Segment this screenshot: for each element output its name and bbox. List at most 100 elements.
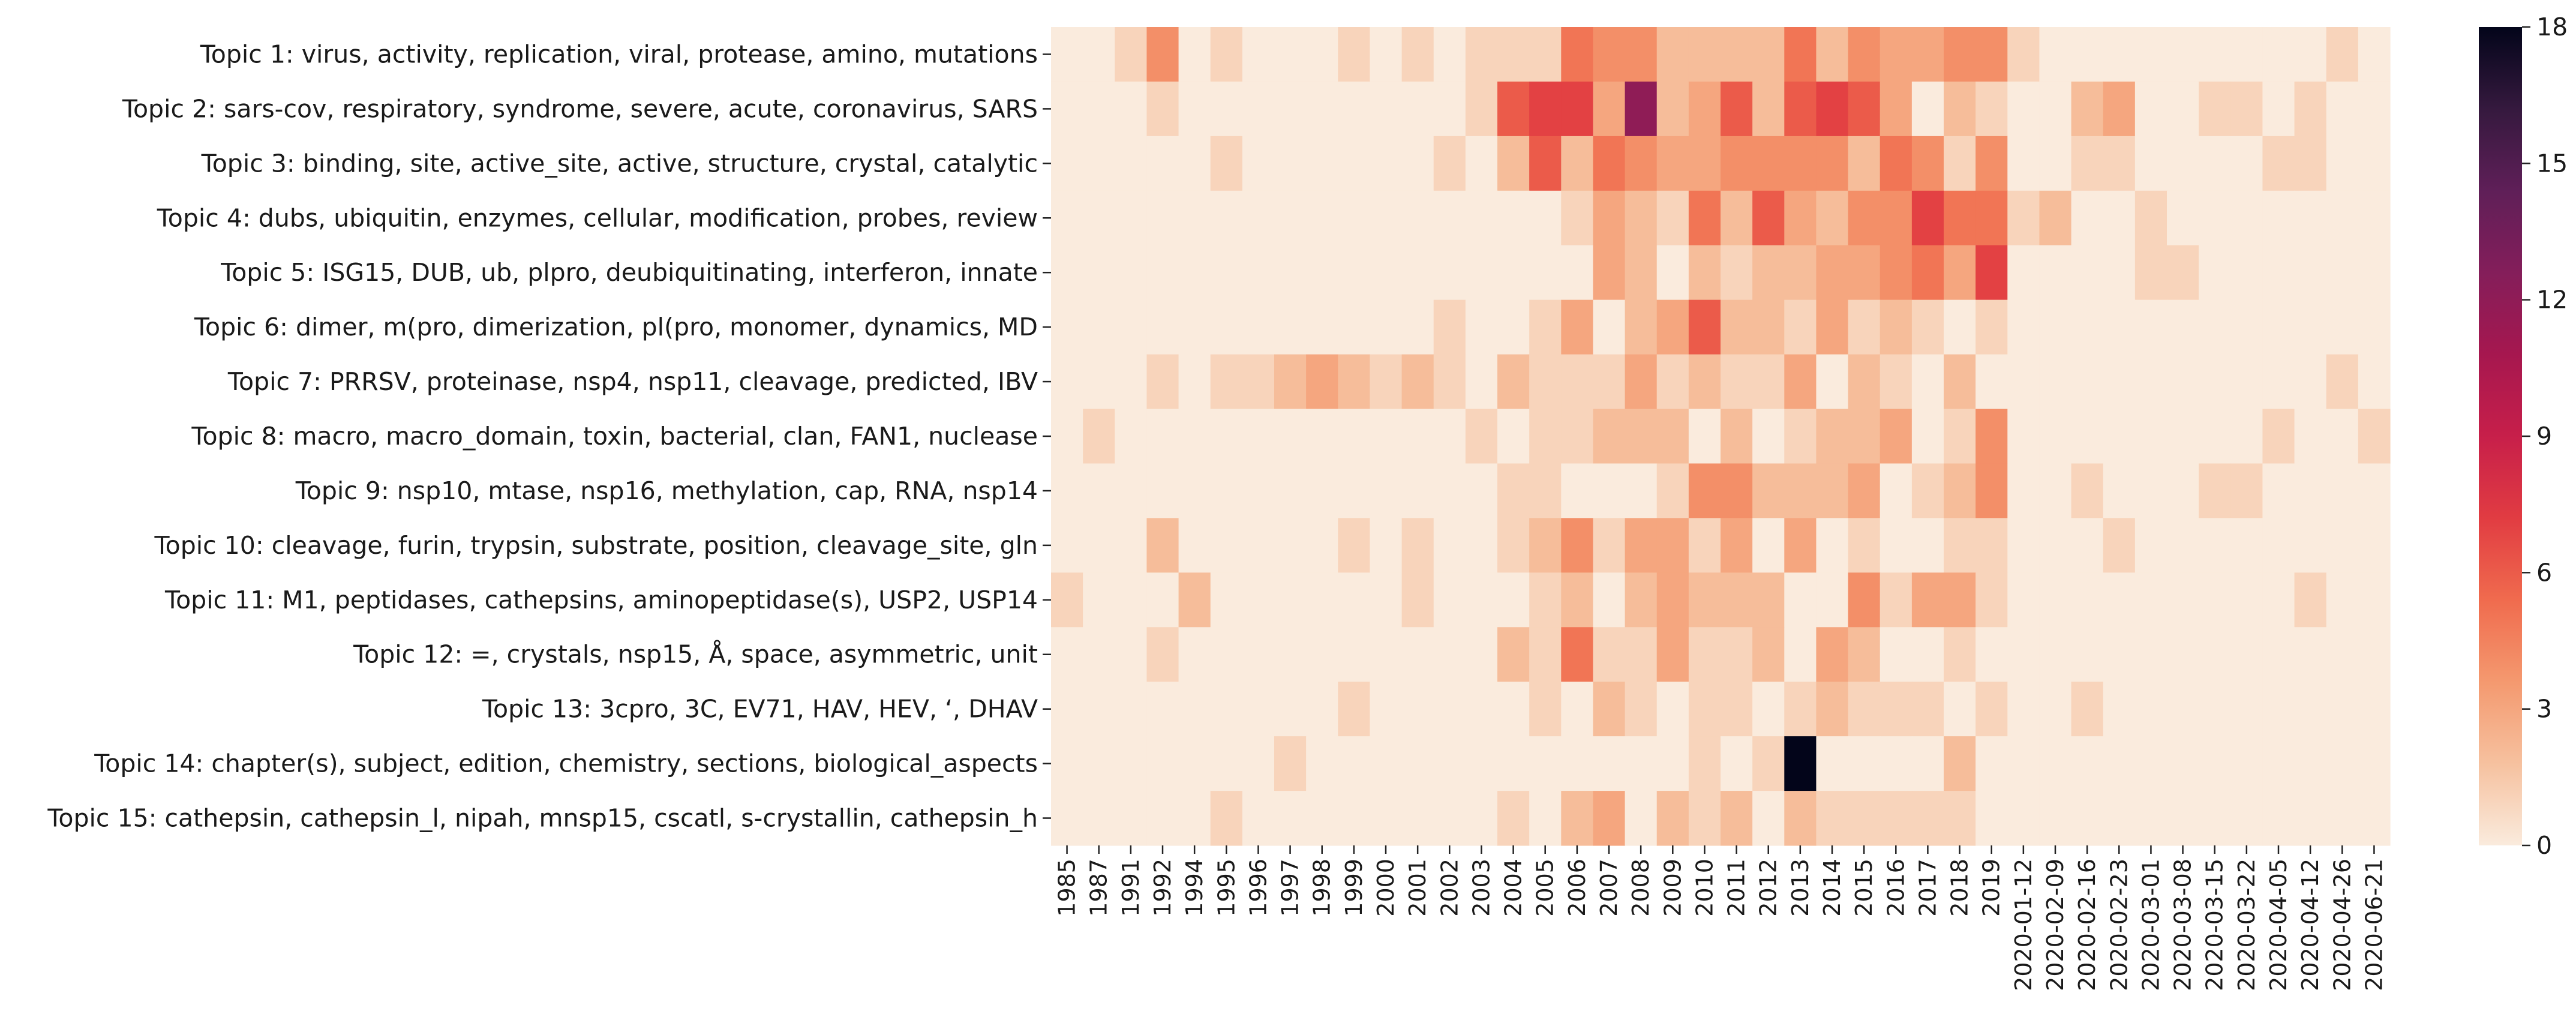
heatmap-cell xyxy=(1242,81,1275,137)
heatmap-cell xyxy=(1721,136,1753,191)
heatmap-cell xyxy=(1210,791,1243,846)
column-label: 1998 xyxy=(1309,859,1335,917)
heatmap-cell xyxy=(1401,409,1434,464)
heatmap-cell xyxy=(1625,245,1658,301)
heatmap-cell xyxy=(1146,572,1179,628)
column-label: 2020-04-05 xyxy=(2265,859,2292,991)
heatmap-cell xyxy=(2007,682,2040,737)
heatmap-cell xyxy=(1497,518,1530,573)
heatmap-cell xyxy=(1178,791,1211,846)
heatmap-cell xyxy=(2294,463,2327,518)
heatmap-cell xyxy=(1975,518,2008,573)
heatmap-cell xyxy=(1401,354,1434,410)
heatmap-cell xyxy=(2358,682,2391,737)
heatmap-cell xyxy=(2230,190,2263,246)
heatmap-cell xyxy=(1083,245,1115,301)
heatmap-cell xyxy=(1274,791,1307,846)
heatmap-cell xyxy=(1210,409,1243,464)
heatmap-cell xyxy=(2134,627,2167,682)
heatmap-cell xyxy=(1401,518,1434,573)
heatmap-cell xyxy=(1816,682,1849,737)
heatmap-cell xyxy=(2262,572,2295,628)
heatmap-cell xyxy=(1274,627,1307,682)
heatmap-cell xyxy=(1242,354,1275,410)
heatmap-cell xyxy=(2358,791,2391,846)
heatmap-cell xyxy=(1625,27,1658,82)
heatmap-cell xyxy=(1210,81,1243,137)
heatmap-cell xyxy=(1146,81,1179,137)
heatmap-cell xyxy=(1210,354,1243,410)
heatmap-cell xyxy=(1433,791,1466,846)
column-label: 1985 xyxy=(1054,859,1080,917)
heatmap-cell xyxy=(1338,409,1371,464)
heatmap-cell xyxy=(1593,518,1626,573)
heatmap-cell xyxy=(1242,627,1275,682)
heatmap-cell xyxy=(1465,682,1498,737)
heatmap-cell xyxy=(2071,627,2104,682)
heatmap-cell xyxy=(1784,354,1817,410)
heatmap-cell xyxy=(2262,27,2295,82)
heatmap-cell xyxy=(2039,572,2072,628)
heatmap-cell xyxy=(1210,463,1243,518)
heatmap-cell xyxy=(2167,27,2199,82)
heatmap-cell xyxy=(1529,627,1562,682)
heatmap-cell xyxy=(1465,518,1498,573)
heatmap-cell xyxy=(1497,791,1530,846)
heatmap-cell xyxy=(1306,136,1338,191)
heatmap-cell xyxy=(2230,572,2263,628)
colorbar-tick-label: 9 xyxy=(2536,422,2552,451)
heatmap-cell xyxy=(1401,190,1434,246)
heatmap-cell xyxy=(1051,299,1083,355)
heatmap-cell xyxy=(2262,190,2295,246)
heatmap-cell xyxy=(1561,682,1594,737)
heatmap-cell xyxy=(1242,682,1275,737)
heatmap-cell xyxy=(1944,736,1976,791)
heatmap-cell xyxy=(2039,463,2072,518)
heatmap-cell xyxy=(1880,299,1913,355)
row-label: Topic 13: 3cpro, 3C, EV71, HAV, HEV, ‘, … xyxy=(482,695,1038,724)
heatmap-cell xyxy=(2230,627,2263,682)
heatmap-cell xyxy=(2199,627,2231,682)
heatmap-cell xyxy=(1083,190,1115,246)
heatmap-cell xyxy=(1975,736,2008,791)
heatmap-cell xyxy=(1178,409,1211,464)
heatmap-cell xyxy=(1688,409,1721,464)
column-label: 2001 xyxy=(1404,859,1431,917)
heatmap-cell xyxy=(2294,190,2327,246)
heatmap-cell xyxy=(1848,409,1881,464)
row-label: Topic 5: ISG15, DUB, ub, plpro, deubiqui… xyxy=(220,258,1038,287)
heatmap-cell xyxy=(2134,518,2167,573)
heatmap-cell xyxy=(1656,354,1689,410)
heatmap-cell xyxy=(1338,27,1371,82)
heatmap-cell xyxy=(1370,27,1403,82)
heatmap-cell xyxy=(2039,518,2072,573)
heatmap-cell xyxy=(1911,136,1944,191)
heatmap-cell xyxy=(1752,245,1785,301)
heatmap-cell xyxy=(2262,682,2295,737)
heatmap-cell xyxy=(2134,136,2167,191)
heatmap-cell xyxy=(1178,736,1211,791)
heatmap-cell xyxy=(2134,463,2167,518)
heatmap-cell xyxy=(1593,136,1626,191)
heatmap-cell xyxy=(1752,81,1785,137)
heatmap-cell xyxy=(1146,136,1179,191)
heatmap-cell xyxy=(1944,627,1976,682)
heatmap-cell xyxy=(1848,81,1881,137)
heatmap-cell xyxy=(1529,518,1562,573)
heatmap-cell xyxy=(1816,354,1849,410)
heatmap-cell xyxy=(1880,27,1913,82)
heatmap-cell xyxy=(1816,81,1849,137)
colorbar-tick-label: 15 xyxy=(2536,149,2568,178)
heatmap-cell xyxy=(1433,463,1466,518)
heatmap-cell xyxy=(2326,136,2359,191)
heatmap-cell xyxy=(1911,299,1944,355)
heatmap-cell xyxy=(1497,354,1530,410)
heatmap-cell xyxy=(1911,572,1944,628)
heatmap-cell xyxy=(1529,245,1562,301)
heatmap-cell xyxy=(2071,518,2104,573)
heatmap-cell xyxy=(2199,136,2231,191)
heatmap-cell xyxy=(1115,190,1148,246)
heatmap-cell xyxy=(1497,245,1530,301)
heatmap-cell xyxy=(2199,81,2231,137)
